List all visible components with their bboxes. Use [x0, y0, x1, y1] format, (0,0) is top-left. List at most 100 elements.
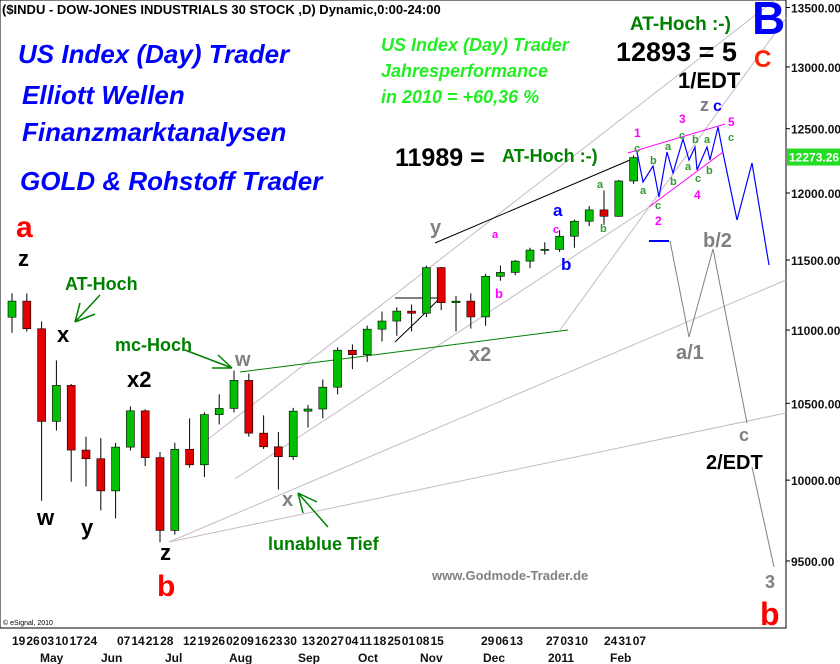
wave-label: y — [81, 515, 94, 540]
x-month-label: Jul — [165, 651, 182, 664]
wave-label: 2/EDT — [706, 452, 763, 474]
candle-body — [614, 180, 624, 217]
wave-label: a — [704, 134, 711, 146]
wave-label: 5 — [728, 115, 735, 129]
candle-body — [111, 446, 120, 492]
candle-body — [7, 300, 17, 318]
wave-label: c — [679, 130, 685, 142]
performance-line: US Index (Day) Trader — [381, 35, 570, 55]
x-day-label: 03 — [560, 634, 574, 648]
trend-channel-lines — [168, 0, 787, 543]
x-day-label: 11 — [359, 634, 372, 648]
candle-body — [333, 349, 342, 388]
lunablue-tief-label: lunablue Tief — [268, 534, 380, 554]
candle-body — [126, 410, 135, 448]
wave-label: x2 — [127, 367, 151, 392]
x-day-label: 19 — [197, 634, 211, 648]
y-tick-label: 13500.00 — [791, 1, 840, 15]
promo-line: GOLD & Rohstoff Trader — [20, 166, 324, 196]
x-day-label: 26 — [212, 634, 226, 648]
x-day-label: 09 — [240, 634, 254, 648]
wave-label: c — [728, 132, 734, 144]
wave-label: w — [36, 505, 55, 530]
candle-body — [22, 300, 32, 330]
triangle-upper-line — [627, 123, 726, 154]
candle-body — [37, 328, 46, 422]
y-tick-label: 13000.00 — [791, 61, 840, 75]
wave-label: 1 — [634, 126, 641, 140]
y-tick-label: 10000.00 — [791, 474, 840, 488]
candle-body — [510, 260, 520, 273]
copyright: © eSignal, 2010 — [3, 619, 53, 627]
channel-line — [168, 412, 787, 543]
x-day-label: 13 — [510, 634, 524, 648]
candle-body — [96, 458, 106, 492]
x-day-label: 06 — [495, 634, 509, 648]
wave-label: a/1 — [676, 342, 704, 364]
wave-label: a — [16, 211, 33, 244]
y-tick-label: 11500.00 — [791, 254, 840, 268]
wave-label: b — [157, 570, 175, 603]
candle-body — [466, 300, 476, 318]
candle-body — [52, 385, 61, 422]
y-tick-label: 10500.00 — [791, 397, 840, 411]
candle-body — [274, 446, 283, 458]
candle-body — [318, 386, 328, 410]
candle-body — [155, 457, 165, 531]
candle-body — [185, 448, 194, 466]
x-day-label: 10 — [575, 634, 589, 648]
x-day-label: 08 — [416, 634, 430, 648]
wave-label: z — [160, 540, 171, 565]
x-day-label: 28 — [160, 634, 174, 648]
x-day-label: 03 — [41, 634, 55, 648]
resistance-line — [434, 159, 631, 244]
candle-body — [451, 300, 461, 303]
wave-label: x — [282, 489, 293, 511]
watermark: www.Godmode-Trader.de — [431, 568, 588, 583]
candle-body — [422, 267, 431, 314]
candle-body — [540, 249, 550, 251]
x-day-label: 27 — [331, 634, 345, 648]
candle-body — [407, 310, 416, 314]
x-day-label: 27 — [546, 634, 560, 648]
promo-line: Finanzmarktanalysen — [22, 117, 286, 147]
x-day-label: 29 — [481, 634, 495, 648]
wave-label: a — [665, 141, 672, 153]
wave-label: a — [492, 229, 499, 241]
candle-body — [170, 448, 180, 531]
last-price-marker: 12273.26 — [787, 148, 840, 166]
candles — [7, 155, 638, 543]
candle-body — [584, 209, 594, 222]
x-day-label: 19 — [12, 634, 26, 648]
performance-line: Jahresperformance — [381, 61, 548, 81]
projection-gray-path — [669, 240, 748, 424]
wave-label: x — [57, 322, 70, 347]
x-month-label: Oct — [358, 651, 378, 664]
candle-body — [200, 414, 209, 466]
wave-label: c — [634, 143, 640, 155]
x-day-label: 04 — [345, 634, 359, 648]
performance-block: US Index (Day) Trader Jahresperformance … — [381, 35, 570, 107]
wave-label: c — [713, 98, 722, 115]
wave-label: b — [706, 165, 713, 177]
arrow-icon — [297, 492, 329, 528]
channel-line — [234, 206, 650, 480]
x-month-label: Dec — [483, 651, 505, 664]
candle-body — [392, 310, 402, 322]
channel-line — [206, 0, 776, 441]
wave-labels: a z x w y x2 z b w x y x2 a b c a b a b … — [16, 95, 780, 632]
arrow-icons — [74, 294, 329, 528]
x-axis: 19 26 03 10 17 24 07 14 21 28 12 19 26 02 09 16 23 30 13 20… — [12, 634, 646, 664]
x-day-label: 17 — [69, 634, 83, 648]
x-day-label: 30 — [284, 634, 298, 648]
x-day-label: 15 — [430, 634, 444, 648]
x-day-label: 02 — [226, 634, 240, 648]
candle-body — [348, 349, 357, 356]
candle-body — [244, 380, 254, 434]
x-day-label: 16 — [255, 634, 269, 648]
wave-label: x2 — [469, 344, 491, 366]
top-value: 12893 = 5 — [616, 37, 737, 67]
support-line — [239, 329, 569, 373]
candle-body — [496, 272, 505, 277]
